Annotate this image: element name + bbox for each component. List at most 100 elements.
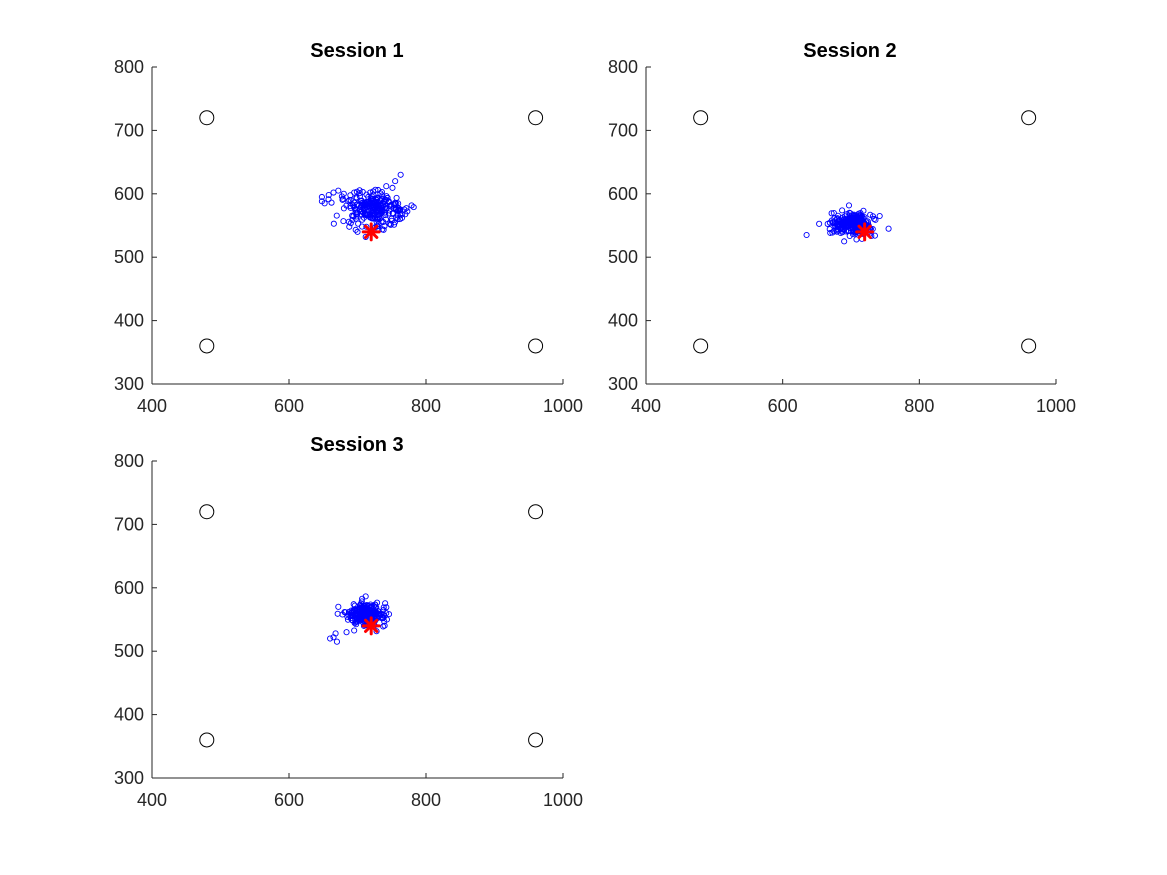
sample-point	[359, 607, 366, 614]
sample-point	[335, 603, 342, 610]
sample-point	[359, 216, 366, 223]
sample-point	[369, 208, 376, 215]
sample-point	[343, 629, 350, 636]
sample-point	[354, 228, 361, 235]
subplot-session-2: Session 2 400 600 800 100030040050060070080…	[608, 40, 1076, 416]
sample-point	[358, 598, 365, 605]
sample-point	[367, 189, 374, 196]
sample-point	[382, 600, 389, 607]
sample-point	[363, 223, 370, 230]
sample-point	[837, 229, 844, 237]
sample-point	[376, 211, 383, 218]
sample-point	[352, 226, 359, 233]
subplot-session-1: Session 1 400 600 800 100030040050060070080…	[114, 40, 583, 416]
sample-point	[828, 217, 835, 224]
y-tick-label: 600	[608, 184, 638, 204]
sample-point	[345, 611, 352, 618]
corner-marker	[1021, 338, 1037, 354]
sample-point	[333, 212, 340, 219]
sample-point	[827, 229, 834, 236]
sample-point	[387, 221, 394, 228]
sample-point	[388, 201, 395, 208]
sample-point	[352, 215, 360, 222]
y-tick-label: 300	[114, 768, 144, 788]
sample-point	[334, 610, 341, 617]
sample-point	[404, 208, 411, 215]
sample-point	[353, 195, 360, 202]
y-tick-label: 400	[608, 311, 638, 331]
sample-point	[364, 612, 371, 619]
sample-point	[853, 214, 860, 221]
y-tick-label: 300	[114, 374, 144, 394]
sample-point	[842, 217, 849, 224]
sample-point	[373, 612, 380, 619]
y-tick-label: 700	[114, 120, 144, 140]
x-tick-label: 600	[768, 396, 798, 416]
sample-point	[318, 193, 325, 201]
x-tick-label: 800	[411, 396, 441, 416]
sample-point	[885, 225, 892, 232]
sample-point	[397, 206, 404, 213]
x-tick-label: 600	[274, 396, 304, 416]
sample-point	[389, 184, 396, 191]
x-tick-label: 1000	[1036, 396, 1076, 416]
sample-point	[356, 193, 363, 200]
sample-point	[856, 224, 864, 231]
sample-point	[362, 610, 369, 617]
sample-point	[853, 236, 860, 243]
sample-point	[803, 231, 810, 239]
sample-point	[368, 198, 375, 205]
sample-point	[333, 638, 341, 645]
y-tick-label: 800	[608, 57, 638, 77]
sample-point	[393, 205, 400, 213]
target-marker	[361, 616, 381, 636]
corner-marker	[693, 338, 709, 354]
sample-point	[386, 220, 393, 227]
sample-point	[379, 226, 386, 233]
sample-point	[327, 635, 334, 642]
y-tick-label: 400	[114, 705, 144, 725]
sample-point	[370, 206, 377, 214]
sample-point	[392, 206, 399, 213]
x-tick-label: 1000	[543, 790, 583, 810]
sample-point	[346, 197, 353, 204]
y-tick-label: 600	[114, 184, 144, 204]
y-tick-label: 500	[114, 247, 144, 267]
sample-point	[388, 215, 395, 222]
x-tick-label: 600	[274, 790, 304, 810]
y-tick-label: 600	[114, 578, 144, 598]
sample-point	[393, 194, 400, 201]
sample-point	[383, 616, 391, 623]
sample-point	[340, 218, 347, 225]
sample-point	[364, 211, 371, 218]
sample-point	[328, 199, 335, 206]
sample-point	[830, 228, 837, 235]
x-tick-label: 400	[631, 396, 661, 416]
y-tick-label: 400	[114, 311, 144, 331]
sample-point	[385, 210, 392, 217]
sample-point	[871, 232, 878, 239]
sample-point	[851, 222, 858, 229]
target-marker-stroke	[857, 224, 872, 239]
sample-point	[839, 207, 846, 214]
sample-point	[352, 619, 359, 626]
sample-point	[352, 611, 359, 618]
sample-point	[350, 601, 357, 608]
sample-point	[845, 202, 853, 209]
x-tick-label: 1000	[543, 396, 583, 416]
corner-marker	[199, 504, 215, 520]
sample-point	[368, 603, 375, 610]
sample-point	[349, 217, 356, 224]
sample-point	[860, 207, 867, 214]
sample-point	[838, 221, 845, 228]
sample-point	[834, 215, 841, 222]
sample-point	[816, 220, 823, 227]
sample-point	[380, 604, 387, 611]
corner-marker	[528, 338, 544, 354]
sample-point	[356, 187, 363, 194]
corner-marker	[199, 732, 215, 748]
sample-point	[858, 213, 866, 220]
sample-point	[383, 183, 390, 190]
sample-point	[325, 196, 332, 203]
